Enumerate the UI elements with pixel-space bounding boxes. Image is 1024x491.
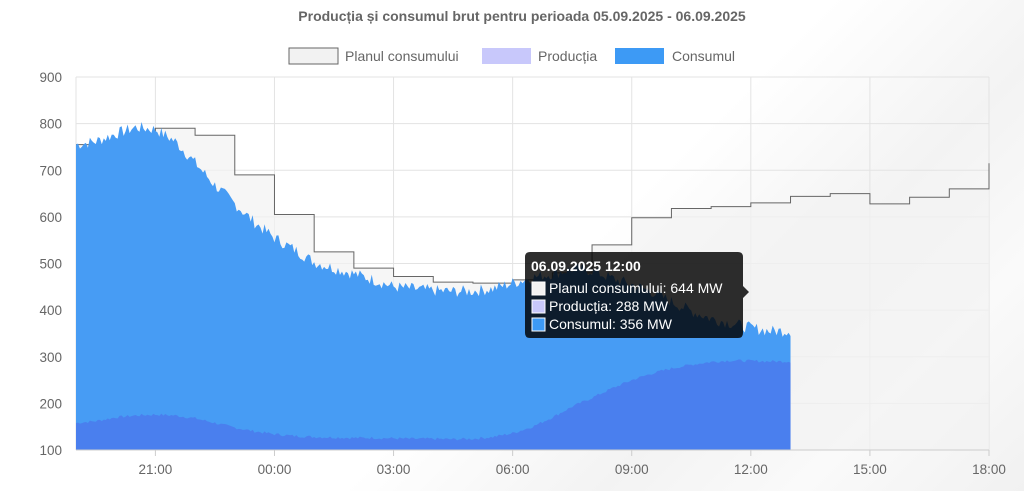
tooltip-line-productia: Producția: 288 MW [549,298,669,314]
x-axis: 21:00 00:00 03:00 06:00 09:00 12:00 15:00 18:00 [138,450,1006,477]
series-productia-area [76,359,791,450]
x-tick-label: 18:00 [972,462,1006,477]
tooltip-line-consumul: Consumul: 356 MW [549,316,673,332]
tooltip-swatch-plan [531,281,546,296]
legend-label-consumul: Consumul [672,48,735,64]
x-tick-label: 09:00 [615,462,649,477]
legend-item-productia[interactable]: Producția [482,48,597,64]
x-tick-label: 06:00 [496,462,530,477]
legend-label-plan: Planul consumului [345,48,459,64]
tooltip-title: 06.09.2025 12:00 [531,258,641,274]
y-tick-label: 700 [39,163,62,178]
y-tick-label: 300 [39,350,62,365]
x-tick-label: 15:00 [853,462,887,477]
tooltip-swatch-consumul [531,317,546,332]
y-axis: 100 200 300 400 500 600 700 800 900 [39,70,62,458]
y-tick-label: 500 [39,257,62,272]
legend: Planul consumului Producția Consumul [288,47,735,65]
legend-label-productia: Producția [538,48,597,64]
y-tick-label: 400 [39,303,62,318]
y-tick-label: 900 [39,70,62,85]
legend-item-plan[interactable]: Planul consumului [288,47,459,65]
legend-swatch-plan [288,47,339,65]
x-tick-label: 00:00 [258,462,292,477]
tooltip-line-plan: Planul consumului: 644 MW [549,280,723,296]
x-tick-label: 12:00 [734,462,768,477]
tooltip-box [525,252,749,338]
legend-swatch-consumul [615,48,664,64]
series-consumul-area [76,122,791,451]
legend-swatch-productia [482,48,531,64]
tooltip-swatch-productia [531,299,546,314]
y-tick-label: 600 [39,210,62,225]
x-tick-label: 03:00 [377,462,411,477]
y-tick-label: 200 [39,396,62,411]
x-tick-label: 21:00 [138,462,172,477]
y-tick-label: 800 [39,117,62,132]
chart-title: Producția și consumul brut pentru perioa… [298,8,746,24]
y-tick-label: 100 [39,443,62,458]
tooltip: 06.09.2025 12:00 Planul consumului: 644 … [525,252,749,338]
legend-item-consumul[interactable]: Consumul [615,48,735,64]
